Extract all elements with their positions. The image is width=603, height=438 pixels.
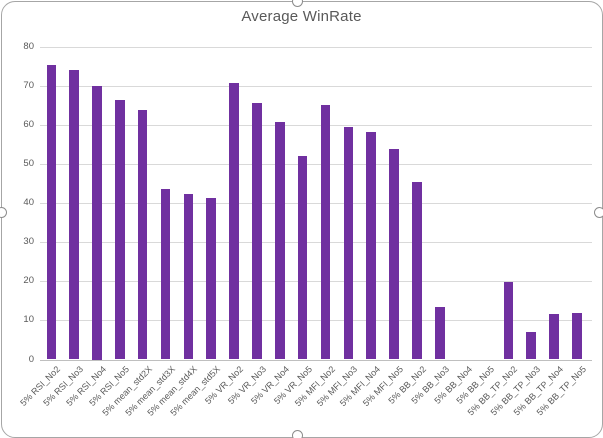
bar[interactable] (92, 85, 102, 360)
y-axis-tick-label: 50 (23, 157, 34, 169)
bar[interactable] (434, 306, 445, 360)
bar[interactable] (503, 282, 514, 360)
bar[interactable] (183, 193, 194, 360)
gridline (40, 46, 592, 48)
resize-handle-bottom[interactable] (292, 430, 303, 438)
chart-title[interactable]: Average WinRate (241, 8, 362, 25)
y-axis-tick-label: 60 (23, 118, 34, 130)
gridline (40, 203, 592, 204)
bar[interactable] (160, 189, 171, 360)
bar[interactable] (549, 314, 559, 360)
y-axis-tick-label: 0 (28, 353, 34, 365)
resize-handle-top[interactable] (292, 0, 303, 7)
bar[interactable] (526, 332, 536, 360)
y-axis-tick-label: 70 (23, 79, 34, 91)
gridline (40, 124, 592, 126)
resize-handle-left[interactable] (0, 207, 7, 218)
gridline (40, 320, 592, 322)
y-axis-tick-label: 30 (23, 236, 34, 248)
gridline (40, 281, 592, 283)
resize-handle-right[interactable] (594, 207, 603, 218)
bar[interactable] (229, 83, 239, 360)
bar[interactable] (275, 122, 285, 360)
bar[interactable] (69, 69, 79, 360)
bar[interactable] (46, 65, 57, 360)
bar[interactable] (366, 131, 376, 360)
bar[interactable] (343, 126, 354, 360)
bar[interactable] (206, 197, 217, 360)
bar[interactable] (572, 313, 582, 360)
gridline (40, 242, 592, 244)
bar[interactable] (137, 110, 148, 360)
bar[interactable] (412, 181, 422, 360)
bar[interactable] (389, 149, 399, 360)
bar[interactable] (320, 104, 331, 360)
gridline (40, 85, 592, 87)
y-axis-tick-label: 10 (23, 314, 34, 326)
gridline (40, 163, 592, 165)
bar[interactable] (252, 102, 262, 360)
bar[interactable] (297, 155, 308, 360)
y-axis-tick-label: 20 (23, 275, 34, 287)
y-axis-tick-label: 80 (23, 40, 34, 52)
x-axis-line (40, 359, 592, 361)
y-axis-tick-label: 40 (23, 197, 34, 208)
bar[interactable] (115, 100, 125, 360)
